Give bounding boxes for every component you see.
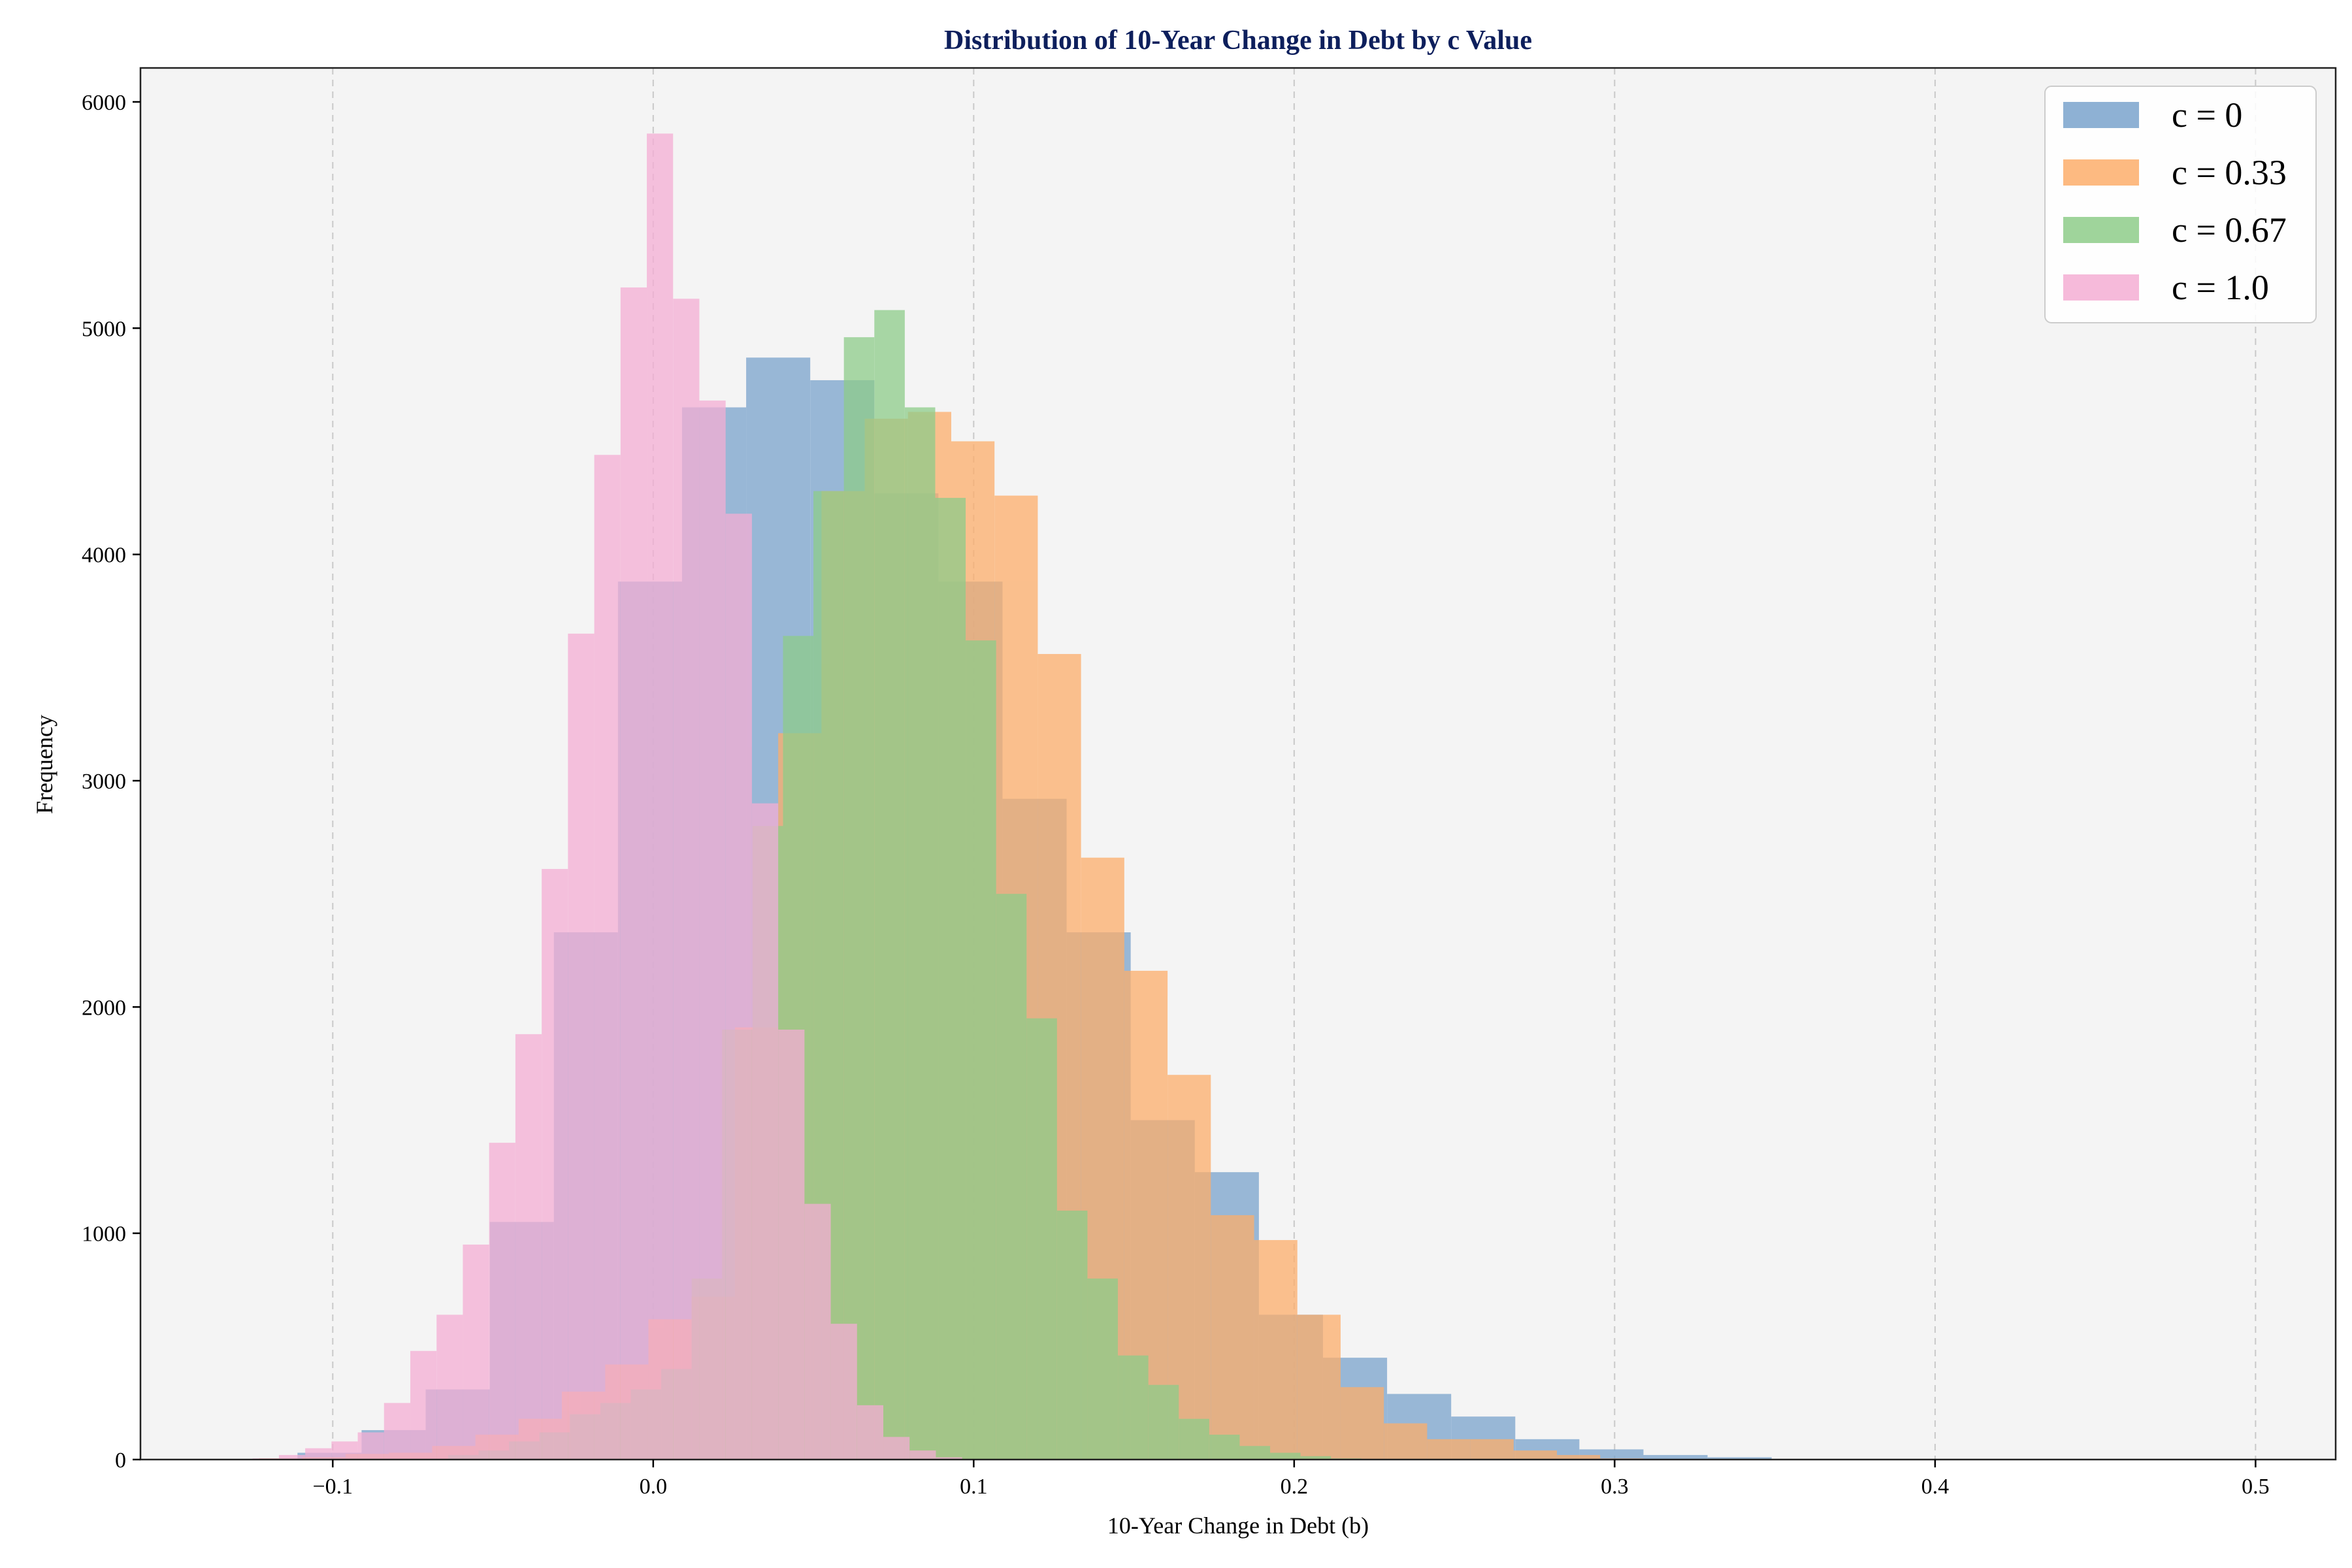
histogram-bar (305, 1448, 332, 1460)
bars-layer (252, 133, 1772, 1460)
legend-swatch (2063, 274, 2139, 301)
series-3-bars (252, 133, 962, 1460)
histogram-bar (357, 1432, 384, 1460)
x-tick-label: 0.2 (1281, 1475, 1309, 1499)
y-tick-label: 1000 (82, 1222, 126, 1247)
histogram-bar (278, 1455, 306, 1460)
histogram-bar (673, 299, 700, 1460)
x-tick-label: 0.3 (1601, 1475, 1629, 1499)
axis-ticks: −0.1 0.0 0.1 0.2 0.3 0.4 0.5 0 1000 2000 3000 4000 5… (82, 91, 2270, 1499)
histogram-bar (966, 640, 996, 1460)
histogram-bar (751, 803, 779, 1460)
histogram-bar (857, 1405, 884, 1460)
histogram-bar (568, 633, 595, 1460)
histogram-bar (1148, 1384, 1179, 1460)
histogram-bar (1254, 1240, 1298, 1460)
legend-swatch (2063, 217, 2139, 243)
legend-swatch (2063, 159, 2139, 186)
legend-label: c = 0.67 (2172, 210, 2287, 250)
legend-label: c = 1.0 (2172, 268, 2269, 307)
histogram-bar (1211, 1215, 1254, 1460)
histogram-bar (1118, 1355, 1149, 1460)
y-tick-label: 2000 (82, 996, 126, 1020)
y-tick-label: 6000 (82, 91, 126, 115)
y-axis-label: Frequency (31, 715, 57, 814)
x-tick-label: 0.1 (960, 1475, 988, 1499)
histogram-bar (1239, 1446, 1271, 1460)
legend: c = 0 c = 0.33 c = 0.67 c = 1.0 (2044, 86, 2317, 323)
histogram-bar (515, 1034, 542, 1460)
plot-frame (139, 67, 2337, 1461)
histogram-bar (489, 1143, 515, 1460)
histogram-bar (1297, 1315, 1341, 1460)
x-tick-label: −0.1 (312, 1475, 353, 1499)
histogram-bar (1087, 1278, 1119, 1460)
histogram-bar (647, 133, 674, 1460)
histogram-bar (1470, 1439, 1514, 1460)
histogram-bar (778, 1029, 805, 1460)
histogram-bar (1026, 1018, 1057, 1460)
histogram-bar (904, 407, 936, 1460)
histogram-bar (725, 514, 752, 1460)
histogram-bar (1300, 1456, 1331, 1460)
histogram-bar (804, 1203, 831, 1460)
legend-label: c = 0.33 (2172, 153, 2287, 192)
histogram-bar (1707, 1457, 1772, 1460)
legend-label: c = 0 (2172, 95, 2242, 135)
histogram-bar (1384, 1423, 1428, 1460)
histogram-bar (874, 310, 905, 1460)
histogram-bar (1340, 1387, 1384, 1460)
histogram-bar (1179, 1418, 1209, 1460)
y-tick-label: 4000 (82, 544, 126, 568)
histogram-bar (594, 455, 621, 1460)
histogram-bar (436, 1315, 463, 1460)
histogram-bar (1557, 1455, 1601, 1460)
histogram-bar (830, 1324, 857, 1460)
histogram-bar (1643, 1455, 1708, 1460)
histogram-bar (1427, 1439, 1471, 1460)
histogram-bar (1056, 1211, 1088, 1460)
y-tick-label: 3000 (82, 770, 126, 794)
x-tick-label: 0.5 (2242, 1475, 2270, 1499)
chart-title: Distribution of 10-Year Change in Debt b… (944, 25, 1532, 56)
histogram-bar (1270, 1452, 1301, 1460)
x-tick-label: 0.4 (1921, 1475, 1950, 1499)
histogram-bar (936, 1457, 962, 1460)
histogram-bar (620, 287, 647, 1460)
y-tick-label: 0 (115, 1448, 126, 1473)
histogram-bar (883, 1437, 910, 1460)
histogram-bar (996, 894, 1027, 1460)
histogram-bar (331, 1441, 358, 1460)
histogram-bar (699, 400, 726, 1460)
x-axis-label: 10-Year Change in Debt (b) (1107, 1512, 1369, 1539)
histogram-bar (410, 1350, 437, 1460)
histogram-bar (542, 869, 568, 1460)
histogram-bar (1513, 1450, 1558, 1460)
legend-swatch (2063, 102, 2139, 128)
histogram-bar (384, 1403, 411, 1460)
y-tick-label: 5000 (82, 317, 126, 341)
histogram-bar (909, 1450, 936, 1460)
x-tick-label: 0.0 (640, 1475, 668, 1499)
histogram-bar (1209, 1434, 1240, 1460)
histogram-bar (935, 498, 966, 1460)
histogram-bar (463, 1244, 489, 1460)
legend-box (2044, 86, 2317, 323)
histogram-bar (843, 337, 875, 1460)
